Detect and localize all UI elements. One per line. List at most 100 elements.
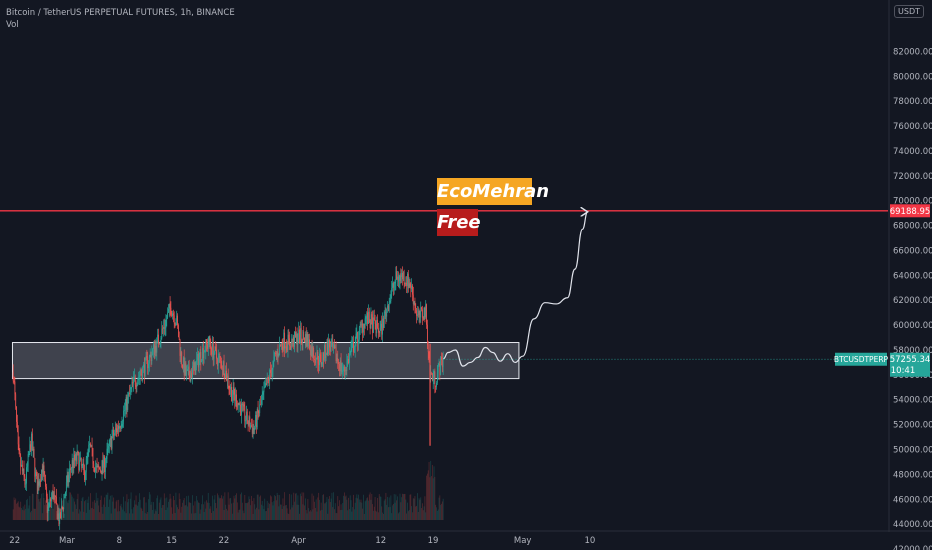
candle-body — [382, 318, 383, 335]
volume-bar — [266, 500, 268, 520]
volume-bar — [339, 500, 340, 520]
volume-bar — [24, 504, 26, 520]
volume-bar — [38, 499, 40, 520]
volume-bar — [297, 495, 299, 520]
symbol-label: BTCUSDTPERP — [834, 355, 889, 364]
volume-bar — [440, 504, 442, 520]
volume-bar — [393, 494, 395, 520]
candle-body — [298, 329, 300, 340]
volume-bar — [96, 500, 98, 520]
volume-bar — [244, 494, 246, 520]
candle-body — [194, 362, 196, 375]
candle-body — [17, 431, 19, 445]
volume-bar — [173, 500, 175, 520]
volume-bar — [372, 504, 374, 520]
volume-bar — [376, 511, 378, 520]
volume-bar — [99, 512, 100, 520]
volume-bar — [54, 499, 56, 520]
volume-bar — [75, 504, 76, 520]
candle-body — [366, 312, 368, 318]
candle-body — [50, 498, 51, 502]
volume-bar — [204, 501, 206, 520]
volume-bar — [105, 494, 107, 520]
candle-body — [158, 334, 159, 344]
candle-body — [114, 433, 115, 436]
volume-bar — [289, 493, 291, 520]
currency-button[interactable]: USDT — [894, 5, 924, 18]
volume-bar — [53, 496, 55, 520]
candle-body — [118, 426, 120, 429]
volume-bar — [36, 493, 38, 520]
candle-body — [167, 312, 168, 319]
candle-body — [51, 490, 53, 497]
candle-body — [127, 396, 129, 410]
volume-bar — [190, 503, 192, 520]
candle-body — [155, 346, 157, 353]
candle-body — [336, 357, 338, 361]
candle-body — [254, 426, 256, 431]
volume-bar — [285, 505, 286, 520]
candle-body — [393, 283, 395, 288]
volume-bar — [145, 502, 147, 520]
volume-bar — [362, 508, 364, 520]
volume-bar — [431, 476, 432, 520]
candle-body — [41, 469, 42, 481]
volume-bar — [110, 513, 112, 520]
candle-body — [285, 346, 287, 348]
volume-bar — [140, 507, 142, 520]
candle-body — [104, 456, 105, 472]
candle-body — [208, 336, 210, 345]
volume-bar — [52, 508, 54, 520]
candle-body — [179, 339, 181, 356]
candle-body — [354, 343, 356, 351]
candle-body — [142, 367, 144, 381]
candle-body — [192, 366, 194, 368]
volume-bar — [181, 506, 183, 520]
candle-body — [346, 361, 348, 371]
volume-bar — [223, 509, 225, 520]
candle-body — [230, 386, 232, 390]
candle-body — [297, 339, 299, 345]
volume-bar — [160, 497, 162, 520]
volume-bar — [206, 500, 208, 520]
candle-body — [291, 341, 293, 344]
volume-bar — [238, 509, 240, 520]
candle-body — [409, 283, 411, 287]
projection-path[interactable] — [443, 212, 587, 367]
candle-body — [171, 314, 173, 317]
volume-bar — [50, 502, 51, 520]
brand-tag: EcoMehran — [437, 178, 549, 205]
volume-bar — [108, 506, 110, 520]
candle-body — [271, 369, 273, 377]
candle-body — [356, 332, 358, 334]
y-tick-label: 60000.00 — [893, 321, 932, 331]
candle-body — [25, 483, 27, 485]
volume-bar — [153, 502, 154, 520]
volume-bar — [83, 511, 85, 520]
x-tick-label: 10 — [584, 536, 595, 546]
volume-bar — [257, 494, 259, 520]
volume-bar — [313, 495, 315, 520]
candle-body — [427, 344, 429, 353]
volume-bar — [270, 495, 271, 520]
volume-bar — [33, 508, 35, 520]
volume-bar — [157, 495, 159, 520]
x-tick-label: 22 — [218, 536, 229, 546]
candle-body — [139, 374, 141, 377]
candle-body — [75, 453, 76, 461]
candle-body — [392, 283, 393, 289]
volume-bar — [146, 513, 148, 520]
candle-body — [436, 372, 438, 383]
candle-body — [319, 353, 321, 355]
volume-bar — [169, 493, 171, 520]
candle-body — [401, 272, 403, 277]
volume-bar — [415, 506, 417, 520]
volume-bar — [42, 493, 44, 520]
candle-body — [36, 471, 37, 477]
volume-bar — [20, 501, 22, 520]
volume-bar — [104, 507, 106, 520]
candle-body — [225, 370, 227, 378]
volume-bar — [226, 510, 228, 520]
candle-body — [31, 433, 32, 451]
